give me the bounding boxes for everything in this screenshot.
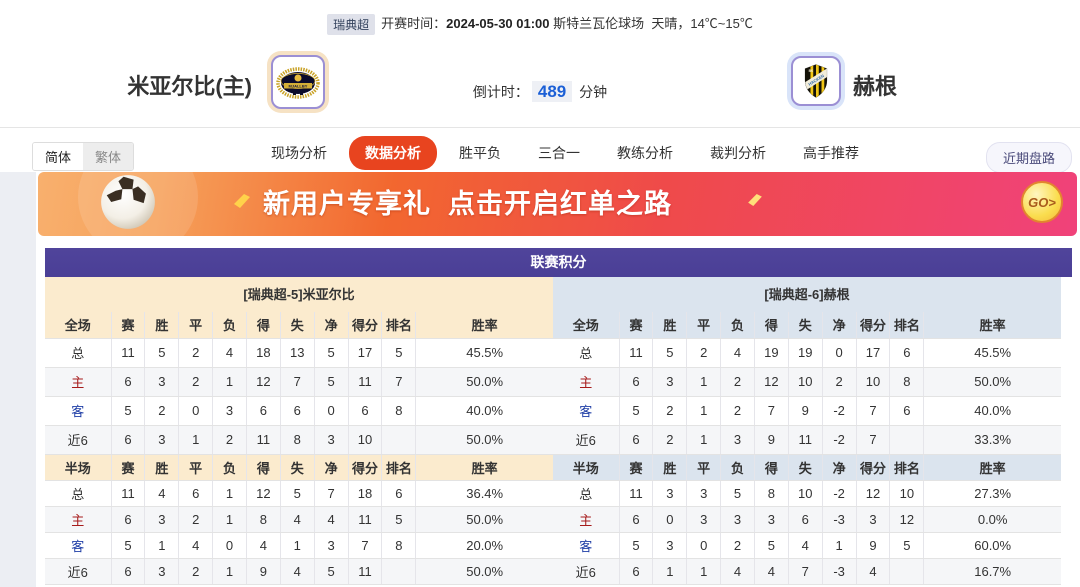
svg-text:BK: BK: [809, 69, 814, 73]
